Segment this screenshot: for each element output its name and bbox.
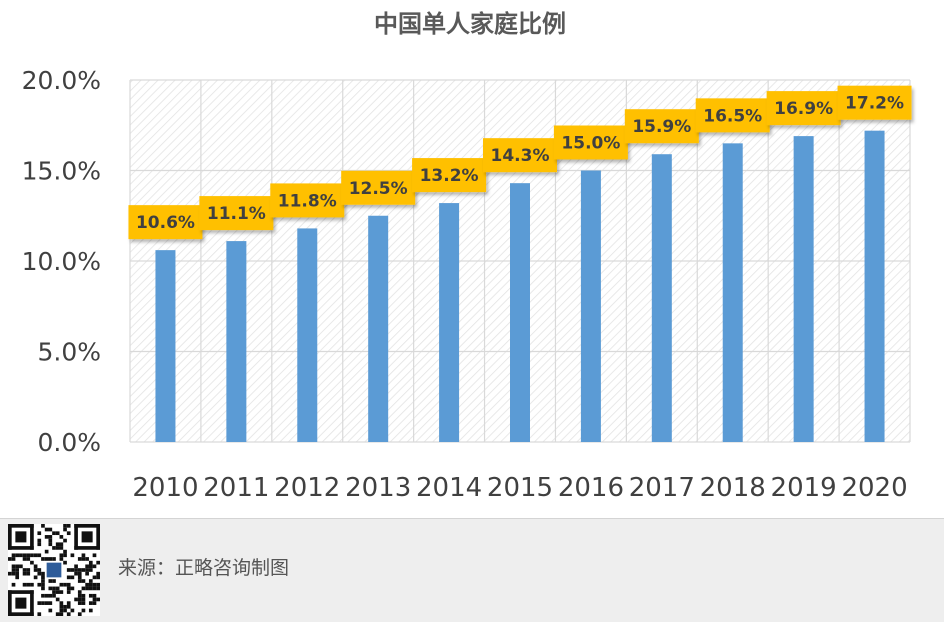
bar [368, 215, 389, 442]
chart-panel: 中国单人家庭比例 0.0% 5.0% 10.0% 15.0% 20.0% 10.6% 11… [0, 0, 944, 519]
y-tick-label: 10.0% [22, 247, 101, 276]
data-label-box [341, 170, 416, 205]
data-label-text: 17.2% [845, 94, 904, 114]
data-label-text: 10.6% [136, 213, 195, 233]
data-label-box [837, 85, 912, 120]
bar-chart: 中国单人家庭比例 0.0% 5.0% 10.0% 15.0% 20.0% 10.6% 11… [22, 10, 912, 503]
x-tick-label: 2019 [771, 473, 837, 503]
data-label-text: 15.0% [561, 134, 620, 154]
data-label: 11.1% [199, 196, 274, 231]
data-label-box [695, 98, 770, 133]
x-tick-label: 2014 [416, 473, 482, 503]
y-tick-label: 0.0% [37, 428, 101, 457]
data-label-text: 11.1% [207, 204, 266, 224]
data-label-text: 14.3% [491, 146, 550, 166]
x-tick-label: 2015 [487, 473, 553, 503]
data-labels: 10.6% 11.1% 11.8% 12.5% 13.2% 14.3% 15.0% 15.9%… [128, 85, 912, 240]
data-label-box [199, 196, 274, 231]
x-tick-label: 2020 [841, 473, 907, 503]
y-tick-label: 20.0% [22, 66, 101, 95]
data-label: 10.6% [128, 205, 203, 240]
source-note: 来源：正略咨询制图 [118, 557, 290, 579]
x-tick-label: 2017 [629, 473, 695, 503]
bars [155, 130, 885, 443]
data-label-text: 15.9% [632, 117, 691, 137]
bar [155, 250, 176, 442]
bar [864, 130, 885, 442]
data-label: 13.2% [412, 158, 487, 193]
bar [226, 241, 247, 442]
y-axis: 0.0% 5.0% 10.0% 15.0% 20.0% [22, 66, 101, 457]
bar [510, 183, 530, 443]
bar [722, 143, 743, 442]
data-label-text: 16.9% [774, 99, 833, 119]
x-tick-label: 2018 [700, 473, 766, 503]
data-label-box [483, 138, 557, 173]
data-label-box [624, 109, 699, 144]
data-label-box [553, 125, 628, 160]
x-axis: 2010 2011 2012 2013 2014 2015 2016 2017 2018 2019… [132, 473, 907, 503]
data-label-box [270, 183, 345, 218]
data-label: 16.9% [766, 91, 841, 126]
data-label-text: 11.8% [278, 191, 337, 211]
y-tick-label: 5.0% [37, 338, 101, 367]
x-tick-label: 2013 [345, 473, 411, 503]
bar [651, 154, 672, 442]
bar [297, 228, 318, 442]
x-tick-label: 2016 [558, 473, 624, 503]
data-label: 14.3% [483, 138, 557, 173]
bar [793, 136, 814, 443]
data-label-text: 13.2% [420, 166, 479, 186]
bar [580, 170, 601, 442]
bar [439, 203, 460, 442]
data-label-text: 16.5% [703, 106, 762, 126]
qr-code-image [8, 524, 100, 620]
data-label-box [412, 158, 487, 193]
data-label-box [766, 91, 841, 126]
data-label: 17.2% [837, 85, 912, 120]
x-tick-label: 2011 [203, 473, 269, 503]
data-label: 16.5% [695, 98, 770, 133]
data-label-box [128, 205, 203, 240]
x-tick-label: 2012 [274, 473, 340, 503]
data-label: 12.5% [341, 170, 416, 205]
data-label: 15.0% [553, 125, 628, 160]
data-label: 15.9% [624, 109, 699, 144]
y-tick-label: 15.0% [22, 157, 101, 186]
data-label-text: 12.5% [349, 179, 408, 199]
data-label: 11.8% [270, 183, 345, 218]
x-tick-label: 2010 [132, 473, 198, 503]
chart-title: 中国单人家庭比例 [374, 10, 566, 38]
